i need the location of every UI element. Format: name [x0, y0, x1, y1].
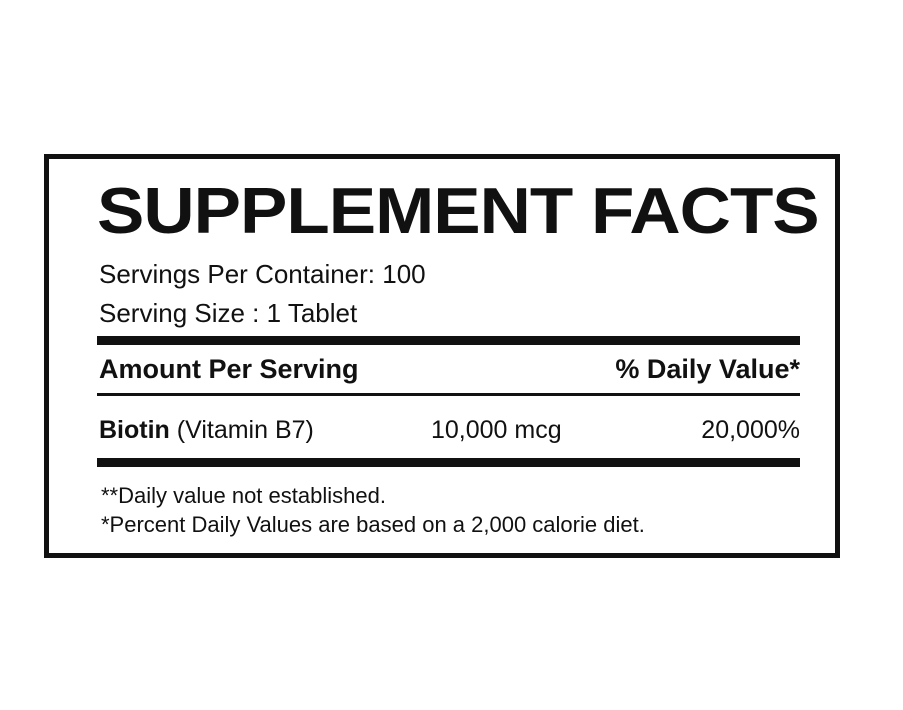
nutrient-daily-value: 20,000% — [701, 416, 800, 444]
footnote-daily-value-not-established: **Daily value not established. — [101, 483, 386, 508]
thick-divider-top — [97, 336, 800, 345]
thick-divider-bottom — [97, 458, 800, 467]
table-header: Amount Per Serving % Daily Value* — [99, 351, 800, 387]
thin-divider — [97, 393, 800, 396]
daily-value-header: % Daily Value* — [615, 354, 800, 384]
amount-per-serving-header: Amount Per Serving — [99, 354, 359, 384]
nutrient-row: Biotin (Vitamin B7) 10,000 mcg 20,000% — [99, 413, 800, 447]
serving-size: Serving Size : 1 Tablet — [99, 298, 358, 328]
nutrient-name: Biotin (Vitamin B7) — [99, 413, 314, 447]
supplement-facts-label: SUPPLEMENT FACTS Servings Per Container:… — [44, 154, 840, 558]
nutrient-amount: 10,000 mcg — [431, 416, 562, 444]
footnote-percent-daily-values: *Percent Daily Values are based on a 2,0… — [101, 512, 645, 537]
label-title: SUPPLEMENT FACTS — [97, 175, 820, 248]
servings-per-container: Servings Per Container: 100 — [99, 259, 426, 289]
nutrient-name-detail: (Vitamin B7) — [176, 416, 314, 444]
nutrient-name-bold: Biotin — [99, 416, 170, 444]
